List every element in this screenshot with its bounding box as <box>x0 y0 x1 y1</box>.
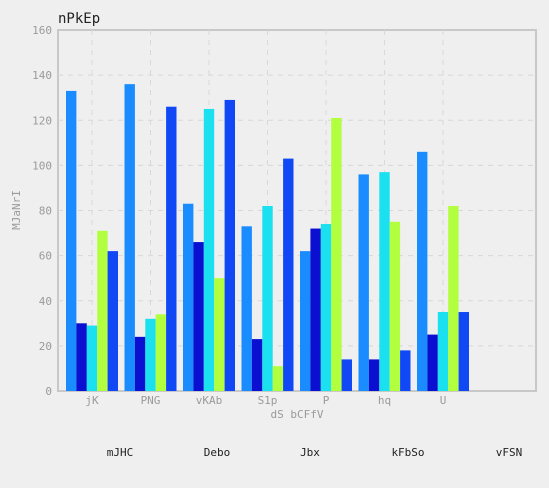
bar-vFSN-hq <box>400 350 411 391</box>
bar-vFSN-P <box>341 359 352 391</box>
bar-Debo-S1p <box>251 339 263 391</box>
legend-item-kFbSo: kFbSo <box>391 446 424 459</box>
bar-Debo-vKAb <box>193 242 204 391</box>
bar-kFbSo-U <box>448 205 459 391</box>
bar-mJHC-U <box>417 151 428 391</box>
y-tick-label: 140 <box>32 69 52 82</box>
legend-item-mJHC: mJHC <box>107 446 134 459</box>
x-tick-label: PNG <box>141 394 161 407</box>
bar-kFbSo-S1p <box>272 366 284 391</box>
bar-Jbx-vKAb <box>203 108 215 391</box>
y-tick-label: 120 <box>32 114 52 127</box>
legend-item-Jbx: Jbx <box>300 446 320 459</box>
x-tick-label: S1p <box>258 394 278 407</box>
bar-kFbSo-PNG <box>155 314 167 391</box>
bar-mJHC-P <box>300 251 311 391</box>
bar-Debo-P <box>310 228 321 391</box>
x-axis-label: dS bCFfV <box>271 408 324 421</box>
chart-title: nPkEp <box>58 11 100 27</box>
x-tick-label: jK <box>85 394 99 407</box>
bar-Jbx-P <box>320 224 332 391</box>
bar-mJHC-hq <box>358 174 369 391</box>
bar-Jbx-U <box>437 312 449 391</box>
bar-kFbSo-jK <box>97 230 108 391</box>
y-tick-label: 100 <box>32 159 52 172</box>
bar-mJHC-vKAb <box>183 203 194 391</box>
y-axis-label: MJaNrI <box>10 190 23 230</box>
bar-kFbSo-P <box>331 117 342 392</box>
bar-vFSN-PNG <box>166 106 177 392</box>
legend-item-vFSN: vFSN <box>496 446 523 459</box>
y-tick-label: 20 <box>39 340 52 353</box>
y-tick-label: 160 <box>32 24 52 37</box>
x-tick-label: hq <box>378 394 391 407</box>
bar-vFSN-vKAb <box>224 99 235 391</box>
y-tick-label: 60 <box>39 250 52 263</box>
bar-mJHC-jK <box>66 90 77 391</box>
bar-Jbx-hq <box>379 172 390 391</box>
bar-vFSN-U <box>458 312 469 391</box>
y-tick-label: 80 <box>39 205 52 218</box>
legend: mJHC Debo Jbx kFbSo vFSN <box>107 446 523 459</box>
bar-kFbSo-vKAb <box>214 278 225 391</box>
y-tick-labels: 0 20 40 60 80 100 120 140 160 <box>32 24 52 398</box>
y-tick-label: 40 <box>39 295 52 308</box>
bar-vFSN-S1p <box>283 158 294 391</box>
bar-Jbx-jK <box>86 325 98 391</box>
bar-Debo-PNG <box>134 336 146 391</box>
x-tick-label: vKAb <box>196 394 223 407</box>
bar-kFbSo-hq <box>389 221 401 391</box>
legend-item-Debo: Debo <box>204 446 231 459</box>
bar-Debo-U <box>427 334 438 391</box>
bar-mJHC-S1p <box>241 226 252 391</box>
x-tick-label: U <box>440 394 447 407</box>
bar-Debo-hq <box>368 359 380 391</box>
bar-Debo-jK <box>76 323 87 391</box>
bar-mJHC-PNG <box>124 84 135 392</box>
y-tick-label: 0 <box>45 385 52 398</box>
bar-vFSN-jK <box>107 251 118 391</box>
bar-Jbx-PNG <box>145 318 156 391</box>
bars <box>66 84 469 392</box>
x-tick-label: P <box>323 394 330 407</box>
bar-Jbx-S1p <box>262 205 273 391</box>
